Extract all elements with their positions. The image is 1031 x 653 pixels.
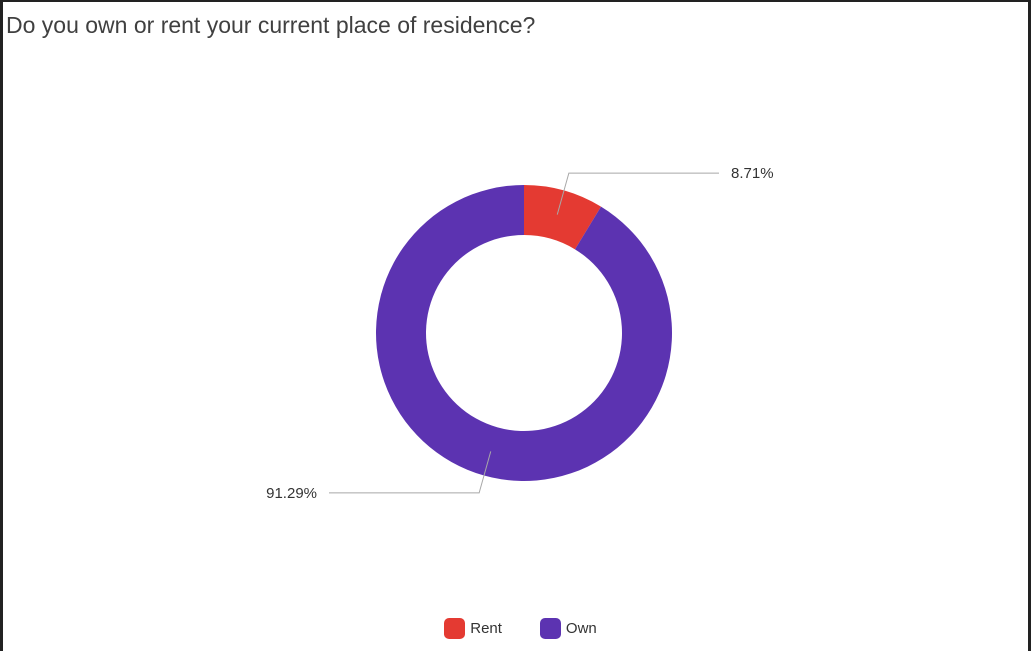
leader-line-own — [329, 451, 492, 494]
data-label-rent: 8.71% — [731, 165, 774, 182]
donut-chart: 8.71% 91.29% — [266, 165, 774, 502]
legend-item-rent[interactable]: Rent — [444, 618, 502, 639]
legend-swatch-own — [539, 618, 561, 639]
chart-title: Do you own or rent your current place of… — [6, 12, 536, 38]
legend-swatch-rent — [444, 618, 466, 639]
chart-legend: Rent Own — [3, 618, 1031, 639]
donut-slice-own[interactable] — [375, 185, 672, 481]
legend-label-rent: Rent — [470, 620, 502, 637]
legend-label-own: Own — [565, 620, 597, 637]
legend-item-own[interactable]: Own — [539, 618, 597, 639]
leader-line-rent — [556, 172, 719, 215]
data-label-own: 91.29% — [266, 485, 317, 502]
donut-slice-rent[interactable] — [524, 185, 602, 250]
